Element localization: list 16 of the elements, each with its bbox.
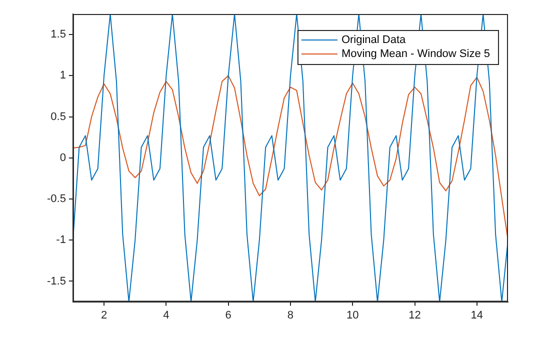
legend-label: Original Data bbox=[341, 34, 407, 46]
x-tick-label: 14 bbox=[470, 309, 484, 322]
legend-label: Moving Mean - Window Size 5 bbox=[341, 48, 490, 60]
y-tick-label: 0 bbox=[60, 152, 66, 164]
y-tick-label: 1.5 bbox=[50, 28, 66, 41]
x-tick-label: 12 bbox=[408, 309, 421, 322]
x-tick-label: 4 bbox=[163, 309, 170, 322]
x-tick-label: 2 bbox=[100, 309, 108, 322]
y-tick-label: -0.5 bbox=[46, 193, 66, 206]
x-tick-label: 6 bbox=[225, 309, 232, 322]
y-tick-label: -1.5 bbox=[46, 275, 66, 288]
x-tick-label: 8 bbox=[287, 309, 294, 322]
y-tick-label: -1 bbox=[56, 234, 66, 246]
y-tick-label: 0.5 bbox=[50, 110, 66, 123]
x-tick-label: 10 bbox=[346, 309, 359, 322]
y-tick-label: 1 bbox=[60, 70, 66, 82]
